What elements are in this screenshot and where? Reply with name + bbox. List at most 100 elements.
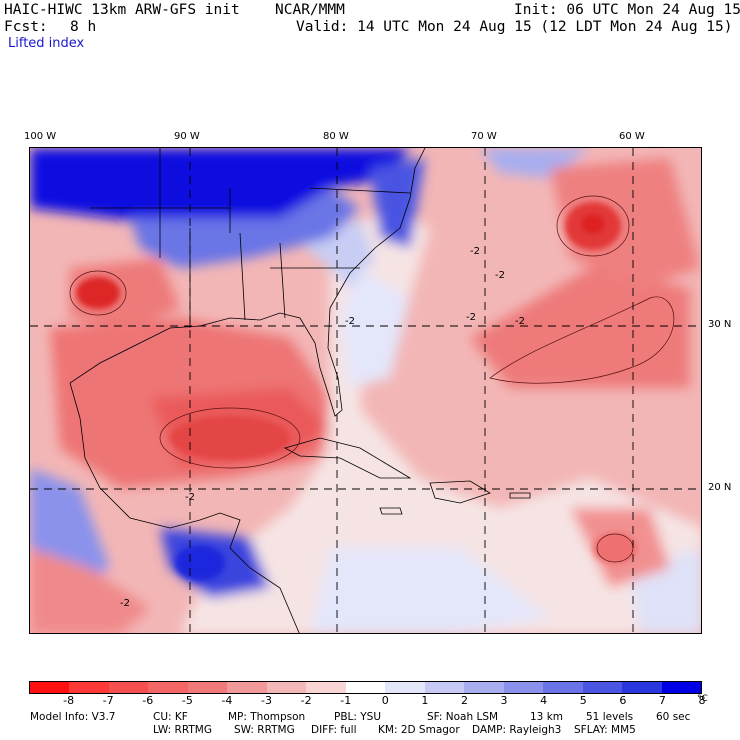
model-info-km: KM: 2D Smagor (378, 724, 460, 736)
colorbar-segment (582, 682, 623, 693)
mid-blue-north (130, 188, 360, 268)
colorbar-tick-label: 6 (619, 694, 627, 707)
colorbar-segment (503, 682, 544, 693)
colorbar-tick-label: 4 (540, 694, 548, 707)
colorbar-segment (187, 682, 228, 693)
colorbar-segment (306, 682, 346, 693)
model-info-pbl: PBL: YSU (334, 711, 382, 723)
colorbar-tick-label: -3 (261, 694, 272, 707)
lon-label-60w: 60 W (619, 131, 645, 142)
colorbar-segment (345, 682, 386, 693)
field-name: Lifted index (8, 36, 85, 51)
contours (69, 195, 675, 563)
colorbar-tick-label: -6 (142, 694, 154, 707)
colorbar-segment (543, 682, 583, 693)
colorbar-tick-label: 8 (698, 694, 706, 707)
light-blue-caribbean (310, 548, 550, 633)
colorbar-segment (69, 682, 109, 693)
colorbar-tick-label: -8 (63, 694, 75, 707)
contour-atlantic (556, 195, 630, 257)
model-info-damp: DAMP: Rayleigh3 (472, 724, 562, 736)
model-title: HAIC-HIWC 13km ARW-GFS init (4, 2, 240, 18)
colorbar-segment (148, 682, 188, 693)
neutral-corridor (180, 208, 701, 633)
hispaniola (429, 480, 491, 504)
cuba (283, 437, 412, 479)
colorbar-segment (424, 682, 465, 693)
contour-gulf (159, 407, 301, 469)
colorbar-tick-label: -5 (181, 694, 193, 707)
model-info-lw: LW: RRTMG (153, 724, 212, 736)
lifted-index-map: -2 -2 -2 -2 -2 -2 -2 (29, 147, 702, 634)
lat-label-30n: 30 N (708, 319, 732, 330)
contour-label: -2 (185, 492, 195, 503)
colorbar-unit: °C (697, 694, 708, 704)
model-info-sflay: SFLAY: MM5 (574, 724, 636, 736)
contour-label: -2 (470, 246, 480, 257)
contour-label: -2 (345, 316, 355, 327)
coastlines (69, 148, 531, 633)
model-info-version: Model Info: V3.7 (30, 711, 116, 723)
contour-texas (69, 270, 127, 316)
colorbar-tick-label: 5 (579, 694, 587, 707)
colorbar-segment (385, 682, 425, 693)
colorbar-segment (227, 682, 267, 693)
model-info-sw: SW: RRTMG (234, 724, 295, 736)
lon-label-100w: 100 W (24, 131, 57, 142)
fcst-label: Fcst: (4, 19, 48, 35)
model-info-timestep: 60 sec (656, 711, 691, 723)
map-canvas: -2 -2 -2 -2 -2 -2 -2 (30, 148, 701, 633)
latlon-grid (30, 148, 701, 633)
colorbar-tick-label: -1 (340, 694, 352, 707)
lon-label-90w: 90 W (174, 131, 200, 142)
colorbar-segment (661, 682, 701, 693)
lon-label-70w: 70 W (471, 131, 497, 142)
colorbar-tick-label: 1 (421, 694, 429, 707)
mid-blue-chesapeake (370, 158, 425, 248)
red-core-texas (76, 277, 120, 309)
lat-label-20n: 20 N (708, 482, 732, 493)
lon-label-80w: 80 W (323, 131, 349, 142)
valid-time: Valid: 14 UTC Mon 24 Aug 15 (12 LDT Mon … (296, 19, 733, 35)
colorbar-tick-label: 3 (500, 694, 508, 707)
blue-ne-corner (480, 148, 590, 178)
blue-core-central-america (175, 545, 225, 581)
puerto-rico (509, 492, 531, 499)
colorbar-ticks: -8 -7 -6 -5 -4 -3 -2 -1 0 1 2 3 4 5 6 7 8 (29, 694, 705, 708)
red-texas (70, 258, 180, 328)
colorbar (29, 681, 702, 694)
colorbar-tick-label: -2 (300, 694, 312, 707)
contour-label: -2 (495, 270, 505, 281)
model-info-res: 13 km (530, 711, 564, 723)
colorbar-segment (30, 682, 70, 693)
contour-label: -2 (466, 312, 476, 323)
red-mexico-south (30, 548, 150, 633)
light-blue-atlantic (340, 268, 410, 388)
mexico-coast (69, 382, 300, 633)
contour-label: -2 (515, 316, 525, 327)
model-info-diff: DIFF: full (311, 724, 357, 736)
colorbar-tick-label: 0 (381, 694, 389, 707)
red-core-atlantic-inner (581, 214, 605, 234)
colorbar-tick-label: -7 (102, 694, 114, 707)
org-label: NCAR/MMM (275, 2, 345, 18)
contour-labels: -2 -2 -2 -2 -2 -2 -2 (120, 246, 525, 609)
red-core-gulf (170, 416, 290, 460)
red-atlantic-band (470, 268, 690, 388)
model-info-cu: CU: KF (153, 711, 188, 723)
model-info-mp: MP: Thompson (228, 711, 306, 723)
red-core-lesser-antilles (593, 532, 637, 564)
colorbar-segment (108, 682, 149, 693)
colorbar-tick-label: 2 (460, 694, 468, 707)
contour-label: -2 (120, 598, 130, 609)
colorbar-segment (622, 682, 662, 693)
contour-atlantic-band (489, 296, 675, 384)
jamaica (379, 507, 403, 515)
colorbar-segment (464, 682, 504, 693)
init-time: Init: 06 UTC Mon 24 Aug 15 (514, 2, 740, 18)
fcst-value: 8 h (70, 19, 97, 35)
model-info-sf: SF: Noah LSM (427, 711, 499, 723)
colorbar-segment (266, 682, 307, 693)
model-info-levels: 51 levels (586, 711, 634, 723)
colorbar-tick-label: -4 (221, 694, 233, 707)
